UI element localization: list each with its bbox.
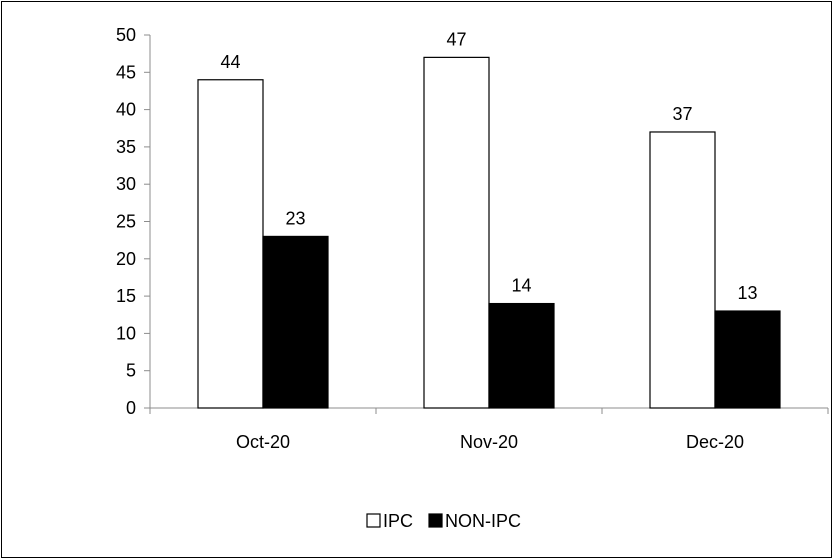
y-tick-label: 20 bbox=[116, 249, 136, 269]
data-labels: 44 23 47 14 37 13 bbox=[220, 29, 757, 303]
x-tick-label: Oct-20 bbox=[236, 432, 290, 452]
bar-non-ipc bbox=[262, 235, 329, 409]
data-label: 13 bbox=[737, 283, 757, 303]
y-tick-label: 40 bbox=[116, 100, 136, 120]
y-tick-label: 0 bbox=[126, 398, 136, 418]
x-tick-label: Dec-20 bbox=[686, 432, 744, 452]
data-label: 14 bbox=[511, 276, 531, 296]
y-tick-label: 15 bbox=[116, 286, 136, 306]
y-tick-label: 50 bbox=[116, 25, 136, 45]
y-tick-label: 25 bbox=[116, 212, 136, 232]
legend: IPC NON-IPC bbox=[366, 511, 521, 531]
legend-swatch-non-ipc bbox=[428, 513, 443, 528]
data-label: 44 bbox=[220, 52, 240, 72]
y-tick-label: 35 bbox=[116, 137, 136, 157]
y-tick-label: 5 bbox=[126, 361, 136, 381]
data-label: 37 bbox=[672, 104, 692, 124]
data-label: 23 bbox=[285, 208, 305, 228]
bar-ipc bbox=[423, 56, 490, 409]
bar-non-ipc bbox=[714, 310, 781, 409]
x-tick-label: Nov-20 bbox=[460, 432, 518, 452]
bar-non-ipc bbox=[488, 302, 555, 409]
bar-ipc bbox=[649, 131, 716, 409]
legend-swatch-ipc bbox=[366, 513, 381, 528]
y-tick-label: 45 bbox=[116, 62, 136, 82]
legend-label: IPC bbox=[383, 511, 413, 531]
bar-ipc bbox=[197, 79, 264, 409]
legend-label: NON-IPC bbox=[445, 511, 521, 531]
y-tick-label: 10 bbox=[116, 323, 136, 343]
y-tick-label: 30 bbox=[116, 174, 136, 194]
bars bbox=[197, 56, 781, 409]
y-axis: 0 5 10 15 20 25 30 35 40 45 50 bbox=[116, 25, 151, 418]
data-label: 47 bbox=[446, 29, 466, 49]
